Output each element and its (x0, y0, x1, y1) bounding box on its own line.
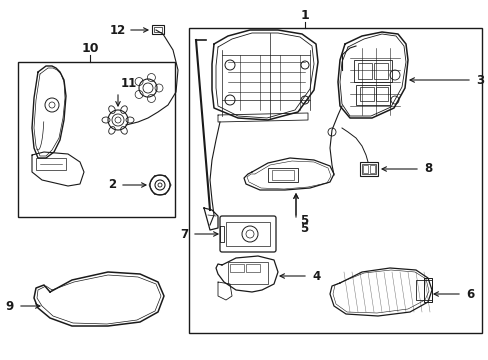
Bar (227, 262, 267, 284)
Text: 12: 12 (109, 23, 126, 36)
Bar (359, 162, 377, 176)
Bar (375, 87, 387, 101)
Bar (361, 164, 375, 174)
Bar (18, 62, 175, 217)
Bar (152, 25, 163, 34)
Bar (359, 87, 373, 101)
Bar (415, 280, 431, 300)
Bar (355, 85, 389, 105)
Text: 6: 6 (465, 288, 473, 301)
Text: 3: 3 (475, 73, 483, 86)
Text: 5: 5 (299, 222, 307, 235)
Bar (369, 165, 374, 173)
Bar (154, 27, 162, 32)
Bar (267, 168, 297, 182)
Text: 10: 10 (81, 42, 99, 55)
Bar (362, 165, 367, 173)
Text: 8: 8 (423, 162, 431, 175)
Bar (373, 63, 387, 79)
Text: 5: 5 (299, 213, 307, 226)
Bar (36, 158, 66, 170)
Bar (357, 63, 371, 79)
Bar (225, 222, 269, 246)
Bar (353, 60, 391, 82)
Text: 9: 9 (6, 300, 14, 312)
Bar (229, 264, 244, 272)
Bar (245, 264, 260, 272)
Text: 4: 4 (311, 270, 320, 283)
Text: 2: 2 (108, 179, 116, 192)
Bar (189, 28, 481, 333)
Text: 11: 11 (121, 77, 137, 90)
Text: 7: 7 (180, 228, 187, 240)
Text: 1: 1 (300, 9, 309, 22)
Bar (271, 170, 293, 180)
